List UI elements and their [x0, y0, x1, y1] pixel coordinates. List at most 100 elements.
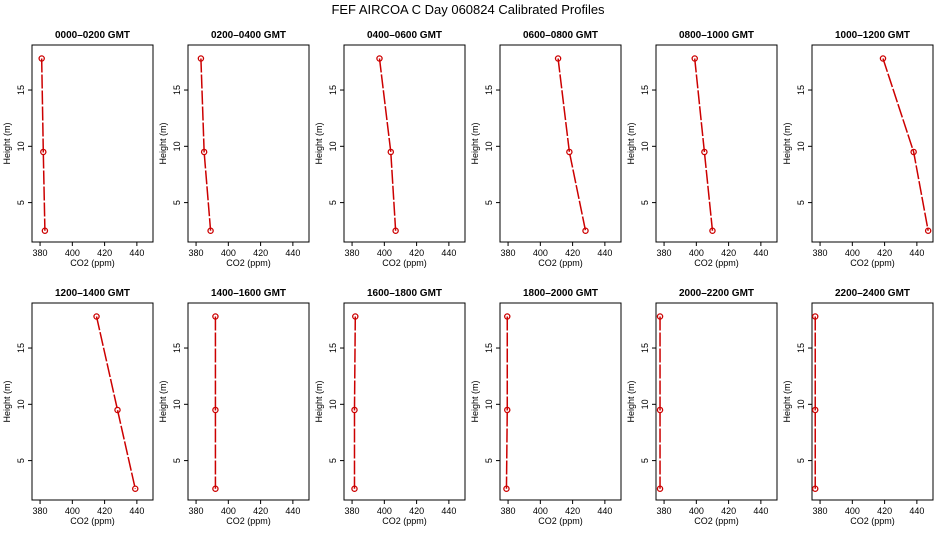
- y-tick-label: 15: [328, 343, 338, 353]
- data-point: [212, 313, 219, 320]
- y-tick-label: 5: [796, 200, 806, 205]
- profile-panel: 1200–1400 GMT 380 400 420 440 5 10 15 CO2 (ppm) H…: [2, 288, 154, 526]
- data-point: [811, 485, 819, 492]
- y-tick-label: 10: [640, 399, 650, 409]
- y-tick-label: 15: [484, 85, 494, 95]
- data-point: [40, 148, 47, 156]
- panel-title: 0800–1000 GMT: [679, 30, 754, 41]
- profile-panel: 0000–0200 GMT 380 400 420 440 5 10 15 CO2 (ppm) H…: [2, 30, 154, 268]
- page-title: FEF AIRCOA C Day 060824 Calibrated Profi…: [331, 2, 605, 17]
- y-axis-label: Height (m): [314, 122, 324, 164]
- y-axis-label: Height (m): [2, 122, 12, 164]
- y-tick-label: 10: [796, 399, 806, 409]
- x-tick-label: 420: [565, 506, 580, 516]
- data-point: [38, 55, 45, 62]
- y-tick-label: 15: [484, 343, 494, 353]
- y-tick-label: 5: [640, 200, 650, 205]
- x-tick-label: 380: [813, 248, 828, 258]
- x-tick-label: 440: [753, 248, 768, 258]
- data-point: [93, 313, 100, 320]
- profile-panel: 1000–1200 GMT 380 400 420 440 5 10 15 CO2 (ppm) H…: [782, 30, 934, 268]
- y-tick-label: 5: [172, 458, 182, 463]
- y-tick-label: 10: [328, 399, 338, 409]
- y-axis-label: Height (m): [626, 122, 636, 164]
- data-point: [656, 406, 664, 414]
- x-tick-label: 420: [877, 248, 892, 258]
- panel-title: 0400–0600 GMT: [367, 30, 442, 41]
- x-tick-label: 440: [285, 248, 300, 258]
- panel-title: 2200–2400 GMT: [835, 288, 910, 299]
- y-axis-label: Height (m): [782, 380, 792, 422]
- x-axis-label: CO2 (ppm): [694, 516, 739, 526]
- data-point: [566, 148, 573, 156]
- data-point: [503, 485, 510, 492]
- x-tick-label: 400: [377, 248, 392, 258]
- x-tick-label: 380: [501, 506, 516, 516]
- y-tick-label: 10: [16, 141, 26, 151]
- y-tick-label: 15: [328, 85, 338, 95]
- y-tick-label: 15: [796, 343, 806, 353]
- plot-frame: [31, 302, 154, 501]
- y-axis-label: Height (m): [626, 380, 636, 422]
- y-axis-label: Height (m): [470, 122, 480, 164]
- x-tick-label: 380: [345, 506, 360, 516]
- data-point: [554, 55, 562, 62]
- x-tick-label: 420: [253, 248, 268, 258]
- x-tick-label: 440: [129, 248, 144, 258]
- data-point: [351, 406, 358, 414]
- x-tick-label: 440: [441, 506, 456, 516]
- x-tick-label: 380: [657, 248, 672, 258]
- y-tick-label: 5: [484, 458, 494, 463]
- y-axis-label: Height (m): [782, 122, 792, 164]
- y-tick-label: 15: [172, 343, 182, 353]
- x-axis-label: CO2 (ppm): [226, 258, 271, 268]
- y-tick-label: 5: [640, 458, 650, 463]
- x-tick-label: 440: [285, 506, 300, 516]
- x-axis-label: CO2 (ppm): [694, 258, 739, 268]
- x-tick-label: 400: [845, 248, 860, 258]
- data-point: [709, 227, 716, 234]
- data-point: [582, 227, 589, 234]
- y-tick-label: 5: [484, 200, 494, 205]
- y-axis-label: Height (m): [2, 380, 12, 422]
- x-tick-label: 440: [597, 506, 612, 516]
- y-tick-label: 15: [796, 85, 806, 95]
- plot-frame: [343, 302, 466, 501]
- data-point: [114, 406, 121, 414]
- x-tick-label: 420: [565, 248, 580, 258]
- plot-frame: [499, 44, 622, 243]
- x-tick-label: 420: [97, 506, 112, 516]
- data-point: [504, 406, 511, 414]
- panel-title: 0000–0200 GMT: [55, 30, 130, 41]
- y-tick-label: 5: [172, 200, 182, 205]
- profile-line: [693, 58, 714, 231]
- x-axis-label: CO2 (ppm): [70, 516, 115, 526]
- data-point: [387, 148, 395, 156]
- x-tick-label: 440: [909, 506, 924, 516]
- data-point: [392, 227, 399, 234]
- x-tick-label: 420: [721, 506, 736, 516]
- plot-frame: [655, 302, 778, 501]
- panel-title: 0200–0400 GMT: [211, 30, 286, 41]
- data-point: [197, 55, 205, 62]
- data-point: [376, 55, 383, 62]
- x-tick-label: 400: [221, 248, 236, 258]
- x-tick-label: 420: [721, 248, 736, 258]
- plot-frame: [187, 44, 310, 243]
- y-tick-label: 10: [640, 141, 650, 151]
- x-tick-label: 380: [189, 248, 204, 258]
- x-tick-label: 400: [845, 506, 860, 516]
- x-axis-label: CO2 (ppm): [850, 516, 895, 526]
- x-tick-label: 420: [253, 506, 268, 516]
- data-point: [924, 227, 932, 234]
- plot-frame: [343, 44, 466, 243]
- plot-frame: [187, 302, 310, 501]
- plot-frame: [655, 44, 778, 243]
- data-point: [132, 485, 139, 492]
- x-tick-label: 400: [377, 506, 392, 516]
- x-tick-label: 380: [501, 248, 516, 258]
- x-tick-label: 440: [597, 248, 612, 258]
- profile-line: [95, 316, 136, 489]
- x-axis-label: CO2 (ppm): [382, 516, 427, 526]
- x-axis-label: CO2 (ppm): [382, 258, 427, 268]
